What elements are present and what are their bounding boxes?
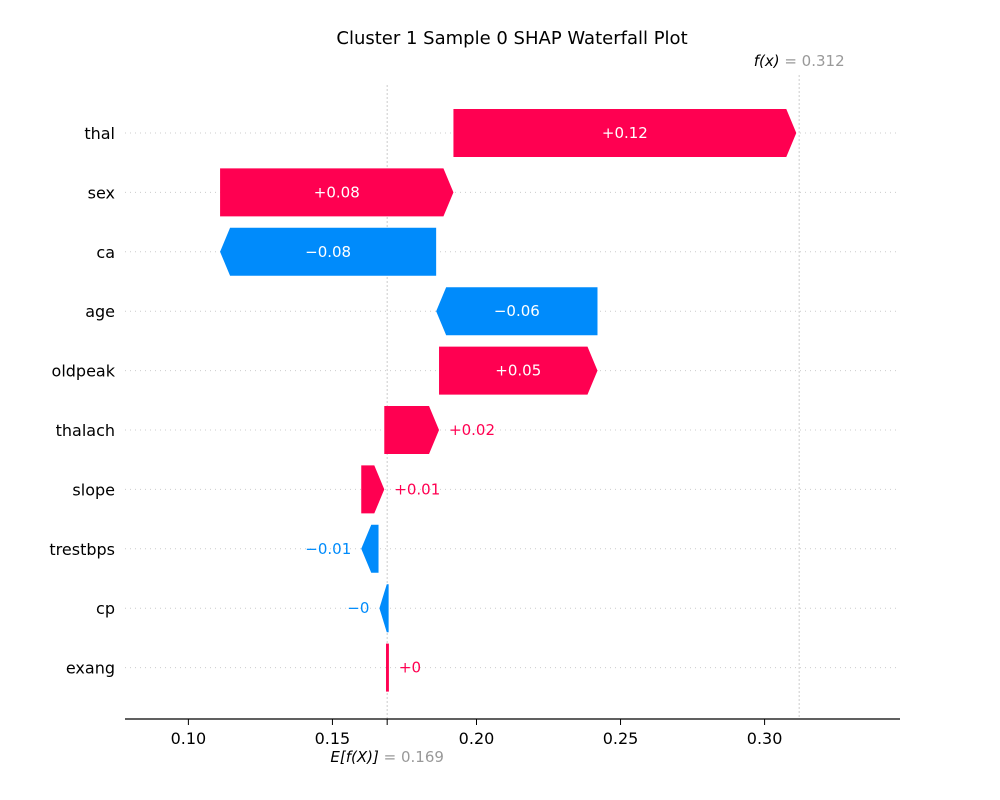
contribution-bar <box>361 465 385 514</box>
label-layer: thal +0.12 sex +0.08 ca −0.08 age −0.06 oldpeak +… <box>49 124 647 678</box>
feature-label: ca <box>96 243 115 262</box>
bar-value-label: +0.02 <box>449 421 495 439</box>
contribution-bar <box>384 406 440 454</box>
bar-layer <box>220 109 797 692</box>
x-tick-label: 0.25 <box>603 729 639 748</box>
bar-value-label: +0.08 <box>314 183 360 201</box>
feature-label: slope <box>72 480 115 499</box>
feature-label: thal <box>84 124 115 143</box>
annotation-layer: E[f(X)] = 0.169 f(x) = 0.312 <box>330 52 844 766</box>
feature-label: oldpeak <box>52 362 116 381</box>
feature-label: sex <box>88 183 115 202</box>
contribution-bar <box>361 524 379 573</box>
bar-value-label: +0.05 <box>495 362 541 380</box>
output-value-number: = 0.312 <box>784 52 844 70</box>
x-tick-label: 0.20 <box>459 729 495 748</box>
feature-label: age <box>85 302 115 321</box>
output-value-prefix: f(x) <box>754 52 785 70</box>
bar-value-label: −0.01 <box>305 540 351 558</box>
feature-label: thalach <box>56 421 115 440</box>
x-axis: 0.10 0.15 0.20 0.25 0.30 <box>125 718 900 748</box>
bar-value-label: +0.01 <box>394 480 440 498</box>
bar-value-label: −0 <box>347 599 369 617</box>
chart-title: Cluster 1 Sample 0 SHAP Waterfall Plot <box>336 28 687 49</box>
guide-layer <box>386 75 800 719</box>
bar-value-label: +0.12 <box>602 124 648 142</box>
base-value-number: = 0.169 <box>384 748 444 766</box>
feature-label: exang <box>66 659 115 678</box>
contribution-bar <box>379 584 389 633</box>
base-value-prefix: E[f(X)] <box>330 748 383 766</box>
bar-value-label: −0.08 <box>305 243 351 261</box>
x-tick-label: 0.30 <box>747 729 783 748</box>
output-value-annotation: f(x) = 0.312 <box>754 52 845 70</box>
bar-value-label: +0 <box>399 659 421 677</box>
contribution-bar <box>220 168 454 217</box>
bar-value-label: −0.06 <box>494 302 540 320</box>
base-value-annotation: E[f(X)] = 0.169 <box>330 748 444 766</box>
contribution-bar <box>220 227 437 276</box>
contribution-bar <box>439 346 598 395</box>
contribution-bar <box>453 109 797 157</box>
contribution-bar <box>436 287 598 336</box>
feature-label: cp <box>96 599 115 618</box>
contribution-bar <box>386 643 389 692</box>
x-tick-label: 0.10 <box>171 729 207 748</box>
x-tick-label: 0.15 <box>315 729 351 748</box>
feature-label: trestbps <box>49 540 115 559</box>
